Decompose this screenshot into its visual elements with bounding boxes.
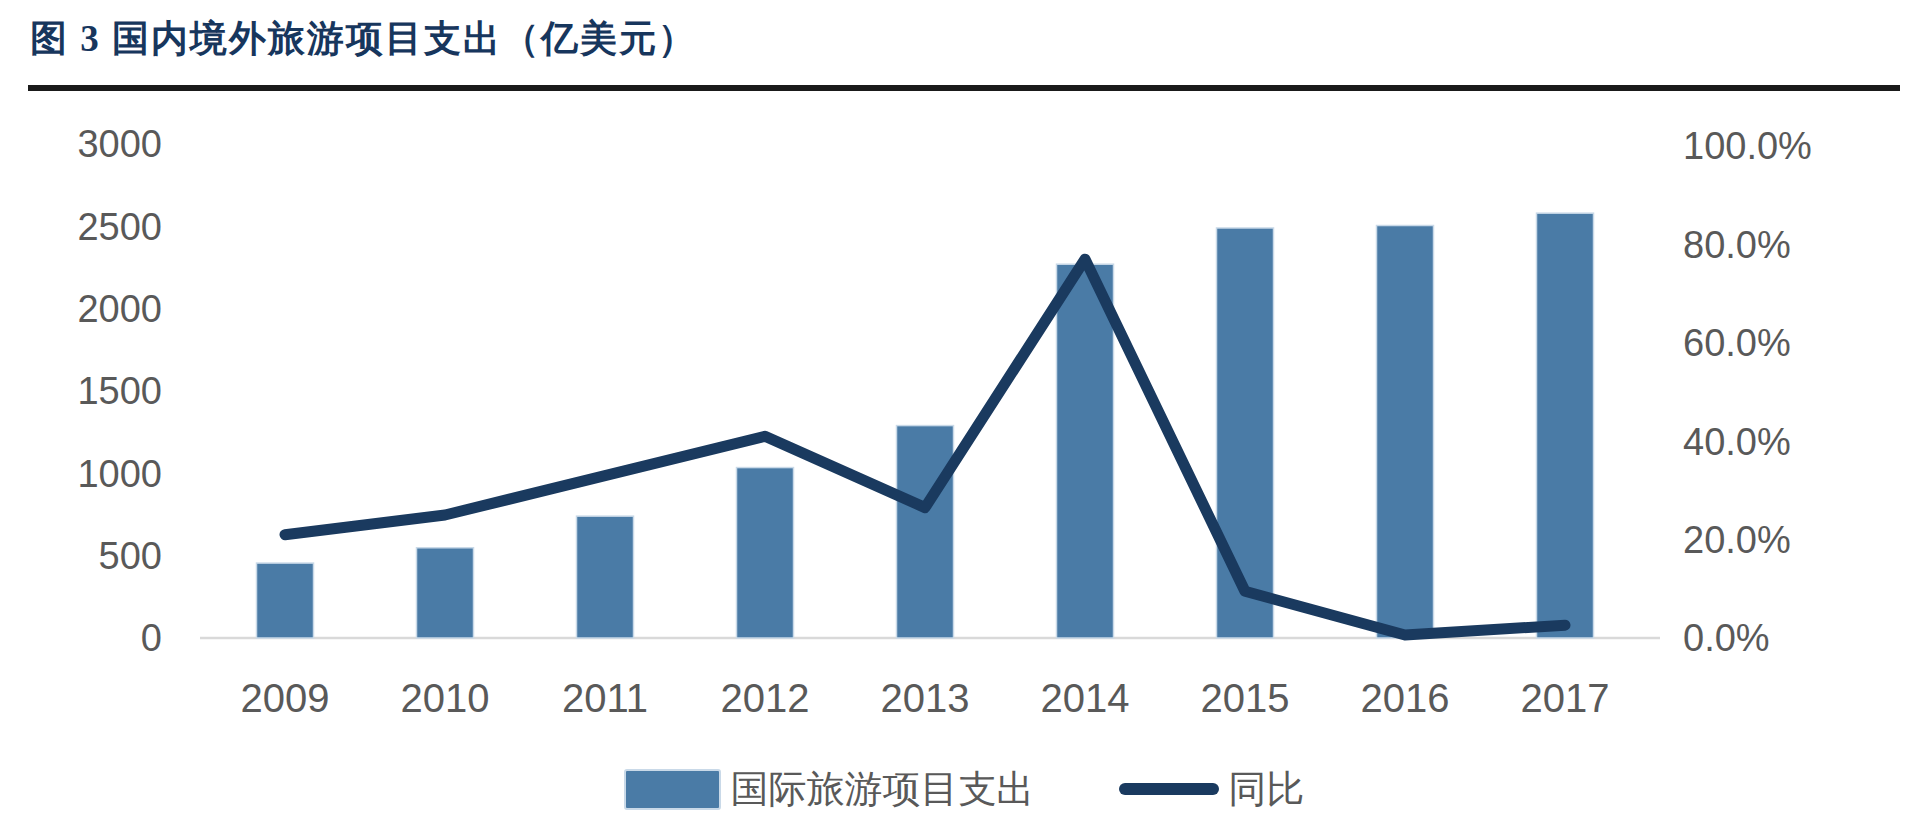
right-axis-tick-label: 40.0% (1683, 421, 1791, 463)
line-series-swatch (1119, 783, 1219, 795)
x-axis-label-2010: 2010 (401, 676, 490, 720)
right-axis-tick-label: 100.0% (1683, 125, 1812, 167)
x-axis-label-2016: 2016 (1361, 676, 1450, 720)
x-axis-label-2012: 2012 (721, 676, 810, 720)
left-axis-tick-label: 0 (141, 617, 162, 659)
legend-label-bar-series: 国际旅游项目支出 (731, 770, 1035, 808)
left-axis-tick-label: 2500 (77, 206, 162, 248)
bar-2011 (577, 516, 634, 638)
bar-2014 (1057, 264, 1114, 638)
bar-2017 (1537, 213, 1594, 638)
bar-2013 (897, 426, 954, 638)
chart-canvas: 3000 2500 2000 1500 1000 500 0 100.0% 80.0% 60.0%… (0, 0, 1928, 838)
x-axis-label-2013: 2013 (881, 676, 970, 720)
legend-label-line-series: 同比 (1229, 770, 1305, 808)
bar-2016 (1377, 226, 1434, 638)
x-axis-label-2014: 2014 (1041, 676, 1130, 720)
bar-2009 (257, 563, 314, 638)
x-axis-label-2015: 2015 (1201, 676, 1290, 720)
x-axis-label-2011: 2011 (562, 676, 648, 720)
legend-item-bar-series: 国际旅游项目支出 (624, 769, 1035, 810)
legend-item-line-series: 同比 (1119, 770, 1305, 808)
x-axis-label-2009: 2009 (241, 676, 330, 720)
left-axis-tick-label: 500 (99, 535, 162, 577)
bar-2010 (417, 548, 474, 638)
bar-2012 (737, 468, 794, 638)
figure-page: 图 3 国内境外旅游项目支出（亿美元） 30002500200015001000… (0, 0, 1928, 838)
left-axis-tick-label: 3000 (77, 123, 162, 165)
right-axis-tick-label: 60.0% (1683, 322, 1791, 364)
left-axis-tick-label: 1000 (77, 453, 162, 495)
left-axis-tick-label: 1500 (77, 370, 162, 412)
right-axis-tick-label: 20.0% (1683, 519, 1791, 561)
x-axis-label-2017: 2017 (1521, 676, 1610, 720)
right-axis-tick-label: 80.0% (1683, 224, 1791, 266)
bar-2015 (1217, 228, 1274, 638)
right-axis-tick-label: 0.0% (1683, 617, 1770, 659)
bar-series-swatch (624, 769, 721, 810)
left-axis-tick-label: 2000 (77, 288, 162, 330)
chart-legend: 国际旅游项目支出 同比 (0, 758, 1928, 820)
